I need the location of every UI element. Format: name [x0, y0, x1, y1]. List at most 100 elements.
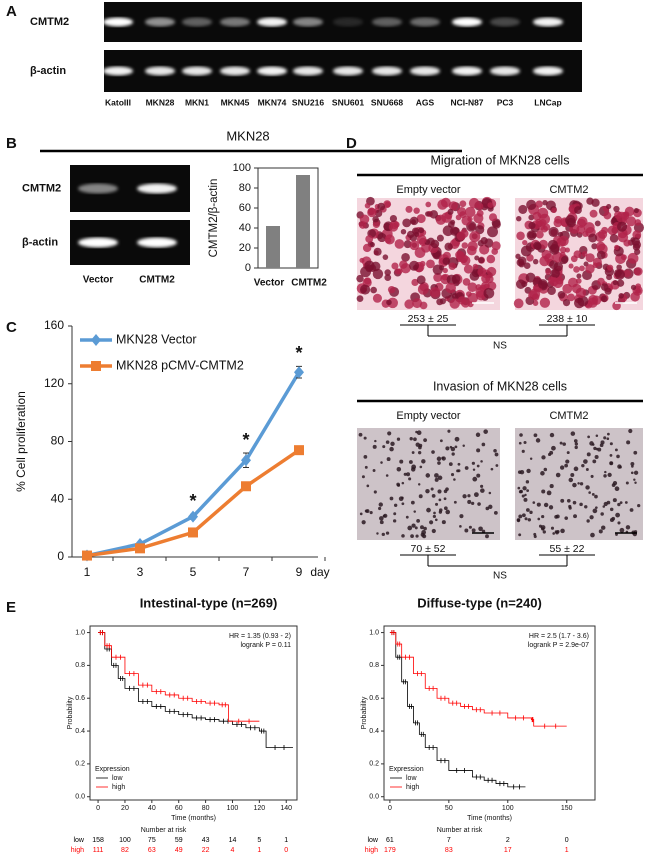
cell: [586, 197, 594, 205]
cell: [594, 494, 598, 499]
cell: [636, 288, 642, 294]
cell: [633, 267, 643, 276]
y-tick-label: 40: [51, 491, 65, 505]
cell: [421, 243, 431, 253]
cell: [592, 459, 597, 464]
cell: [561, 256, 569, 264]
gel-band: [220, 17, 250, 27]
cell: [566, 451, 570, 455]
x-tick-label: 40: [148, 805, 156, 812]
cell: [471, 501, 475, 506]
cell: [443, 489, 448, 494]
cell: [435, 502, 439, 506]
cell: [358, 221, 367, 229]
cell: [418, 443, 423, 448]
cell: [562, 299, 571, 307]
cell: [550, 526, 555, 530]
cell: [517, 486, 521, 490]
cell: [533, 433, 538, 438]
annotation: logrank P = 0.11: [240, 642, 291, 649]
cell: [383, 222, 391, 231]
cell: [597, 277, 605, 286]
cell: [477, 267, 487, 277]
cell: [372, 215, 379, 223]
x-tick-label: 100: [502, 805, 514, 812]
y-tick-label: 80: [51, 434, 65, 448]
y-tick-label: 0.4: [75, 728, 85, 735]
cell: [463, 264, 473, 274]
y-tick-label: 1.0: [369, 629, 379, 636]
cell: [612, 279, 618, 286]
count-label: 253 ± 25: [408, 313, 449, 325]
cell: [570, 472, 575, 477]
cell: [364, 260, 375, 271]
cell: [437, 475, 443, 481]
cell: [441, 456, 446, 461]
cell: [372, 268, 384, 280]
x-tick-label: 20: [121, 805, 129, 812]
cell: [401, 253, 410, 262]
cell: [385, 440, 390, 444]
cell: [488, 504, 493, 509]
cell: [431, 528, 436, 534]
cell: [436, 234, 444, 242]
chart-title: Diffuse-type (n=240): [417, 595, 542, 610]
gel-band: [333, 17, 363, 27]
cell: [601, 525, 606, 530]
cell: [418, 494, 423, 499]
cell: [389, 446, 394, 452]
cell: [397, 483, 401, 487]
chart-title: Intestinal-type (n=269): [140, 595, 278, 610]
point: [294, 366, 304, 379]
cell: [462, 278, 471, 286]
survival-curve: [389, 632, 526, 788]
cell: [393, 503, 398, 508]
cell: [396, 437, 401, 441]
x-tick-label: 5: [190, 565, 197, 579]
cell: [533, 532, 537, 536]
x-tick-label: 100: [227, 805, 239, 812]
cell: [526, 468, 531, 474]
cell: [573, 514, 577, 519]
cell: [447, 208, 454, 215]
cell: [600, 512, 604, 516]
cell: [436, 456, 442, 462]
lane-label: SNU216: [292, 97, 324, 107]
lane-label: MKN74: [258, 97, 287, 107]
cell: [626, 216, 637, 227]
cell: [493, 449, 497, 453]
y-tick-label: 0: [245, 262, 251, 274]
cell: [384, 274, 392, 282]
cell: [573, 266, 580, 273]
panel-label: E: [6, 599, 16, 616]
cell: [382, 254, 389, 260]
lane-label: LNCap: [534, 97, 561, 107]
cell: [617, 464, 622, 469]
cell: [551, 207, 557, 213]
plot-frame: [257, 167, 319, 269]
gel-band: [372, 17, 402, 27]
risk-count: 17: [504, 847, 512, 854]
cell: [525, 508, 530, 512]
cell: [469, 231, 481, 243]
risk-count: 4: [231, 847, 235, 854]
risk-count: 158: [92, 837, 104, 844]
cell: [631, 237, 640, 246]
y-tick-label: 160: [44, 318, 64, 332]
cell: [518, 514, 523, 519]
lane-label: PC3: [497, 97, 514, 107]
cell: [548, 505, 554, 510]
gel-band: [533, 17, 563, 27]
cell: [594, 454, 599, 459]
point: [135, 543, 145, 554]
x-tick-label: 150: [561, 805, 573, 812]
cell: [359, 284, 371, 295]
cell: [480, 488, 485, 493]
cell: [487, 202, 494, 208]
risk-row-label: high: [365, 847, 378, 854]
cell: [359, 257, 365, 263]
cell: [374, 439, 377, 443]
lane-label: MKN45: [221, 97, 250, 107]
cell: [614, 486, 620, 492]
cell: [485, 534, 489, 539]
